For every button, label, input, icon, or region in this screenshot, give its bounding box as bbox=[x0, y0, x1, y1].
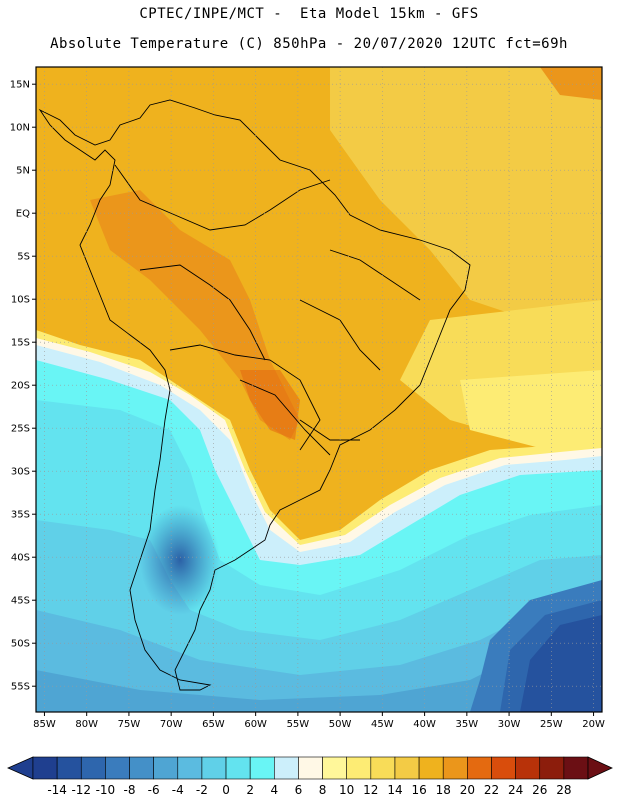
colorbar-tick-label: -4 bbox=[172, 783, 184, 797]
colorbar-swatch bbox=[80, 756, 106, 780]
colorbar-swatch bbox=[105, 756, 130, 780]
temperature-field bbox=[36, 67, 602, 712]
colorbar-swatch bbox=[467, 756, 492, 780]
longitude-labels: 85W 80W 75W 70W 65W 60W 55W 50W 45W 40W 35W 30W 25W 2… bbox=[33, 712, 605, 730]
map-frame bbox=[35, 66, 603, 713]
lon-tick-label: 40W bbox=[413, 719, 436, 730]
colorbar-tick-label: -8 bbox=[124, 783, 136, 797]
lat-tick-label: EQ bbox=[16, 209, 30, 220]
colorbar-tick-label: 2 bbox=[246, 783, 254, 797]
lat-tick-label: 45S bbox=[11, 596, 30, 607]
colorbar-tick-label: -10 bbox=[96, 783, 116, 797]
lon-tick-label: 65W bbox=[202, 719, 225, 730]
colorbar-swatch bbox=[394, 756, 420, 780]
lon-tick-label: 25W bbox=[540, 719, 563, 730]
colorbar-tick-label: -14 bbox=[47, 783, 67, 797]
colorbar-min-arrow bbox=[7, 756, 34, 780]
lon-tick-label: 20W bbox=[582, 719, 605, 730]
lat-tick-label: 5S bbox=[17, 252, 30, 263]
colorbar-tick-label: 0 bbox=[222, 783, 230, 797]
lat-tick-label: 25S bbox=[11, 424, 30, 435]
colorbar-tick-label: 8 bbox=[319, 783, 327, 797]
colorbar-tick-label: 26 bbox=[532, 783, 547, 797]
lon-tick-label: 50W bbox=[329, 719, 352, 730]
colorbar-tick-label: 14 bbox=[387, 783, 402, 797]
lon-tick-label: 60W bbox=[244, 719, 267, 730]
colorbar-swatch bbox=[491, 756, 516, 780]
colorbar-swatch bbox=[201, 756, 227, 780]
colorbar-swatch bbox=[32, 756, 58, 780]
colorbar-tick-label: 28 bbox=[556, 783, 571, 797]
colorbar-swatch bbox=[515, 756, 541, 780]
lat-tick-label: 15S bbox=[11, 338, 30, 349]
colorbar-swatch bbox=[274, 756, 299, 780]
coastline bbox=[38, 99, 471, 691]
colorbar-swatch bbox=[346, 756, 372, 780]
colorbar-tick-label: 24 bbox=[508, 783, 523, 797]
lat-tick-label: 20S bbox=[11, 381, 30, 392]
colorbar-tick-label: 10 bbox=[339, 783, 354, 797]
chart-title-line2: Absolute Temperature (C) 850hPa - 20/07/… bbox=[50, 36, 568, 52]
colorbar-swatch bbox=[563, 756, 589, 780]
lon-tick-label: 85W bbox=[33, 719, 56, 730]
colorbar-swatch bbox=[298, 756, 323, 780]
lat-tick-label: 10S bbox=[11, 295, 30, 306]
colorbar-swatch bbox=[225, 756, 251, 780]
colorbar-max-arrow bbox=[587, 756, 613, 780]
lat-tick-label: 40S bbox=[11, 553, 30, 564]
lat-tick-label: 10N bbox=[10, 123, 30, 134]
chart-title-line1: CPTEC/INPE/MCT - Eta Model 15km - GFS bbox=[139, 6, 479, 22]
lon-tick-label: 55W bbox=[287, 719, 310, 730]
colorbar-tick-label: -6 bbox=[148, 783, 160, 797]
lon-tick-label: 45W bbox=[371, 719, 394, 730]
lat-tick-label: 15N bbox=[10, 80, 30, 91]
colorbar-tick-label: 12 bbox=[363, 783, 378, 797]
lon-tick-label: 30W bbox=[498, 719, 521, 730]
lon-tick-label: 35W bbox=[456, 719, 479, 730]
colorbar-swatch bbox=[418, 756, 444, 780]
colorbar bbox=[7, 756, 613, 780]
colorbar-tick-label: 6 bbox=[295, 783, 303, 797]
colorbar-tick-label: 20 bbox=[460, 783, 475, 797]
lat-tick-label: 50S bbox=[11, 639, 30, 650]
colorbar-labels: -14 -12 -10 -8 -6 -4 -2 0 2 4 6 8 10 12 14 16 18 20 22 24 26… bbox=[47, 783, 571, 797]
colorbar-tick-label: 4 bbox=[270, 783, 278, 797]
colorbar-tick-label: 22 bbox=[484, 783, 499, 797]
lat-tick-label: 55S bbox=[11, 682, 30, 693]
colorbar-swatch bbox=[129, 756, 154, 780]
colorbar-swatch bbox=[370, 756, 396, 780]
colorbar-swatch bbox=[322, 756, 347, 780]
colorbar-tick-label: -2 bbox=[196, 783, 208, 797]
colorbar-swatch bbox=[56, 756, 82, 780]
lat-tick-label: 30S bbox=[11, 467, 30, 478]
colorbar-tick-label: 16 bbox=[411, 783, 426, 797]
lat-tick-label: 35S bbox=[11, 510, 30, 521]
colorbar-swatch bbox=[539, 756, 565, 780]
colorbar-swatch bbox=[442, 756, 468, 780]
latitude-labels: 15N 10N 5N EQ 5S 10S 15S 20S 25S 30S 35S 40S 45S 50S 5… bbox=[10, 80, 36, 693]
lon-tick-label: 80W bbox=[75, 719, 98, 730]
colorbar-swatch bbox=[249, 756, 275, 780]
colorbar-swatch bbox=[177, 756, 203, 780]
colorbar-tick-label: -12 bbox=[71, 783, 91, 797]
colorbar-swatch bbox=[153, 756, 179, 780]
colorbar-tick-label: 18 bbox=[436, 783, 451, 797]
lon-tick-label: 70W bbox=[160, 719, 183, 730]
lat-tick-label: 5N bbox=[16, 166, 30, 177]
lon-tick-label: 75W bbox=[118, 719, 141, 730]
